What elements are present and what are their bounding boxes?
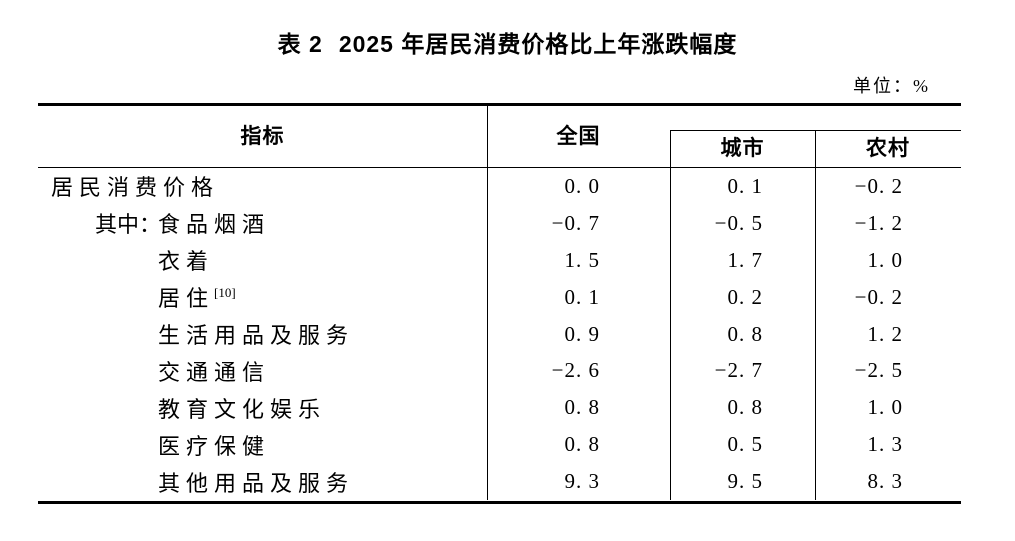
indicator-cell: 生活用品及服务 bbox=[38, 318, 487, 350]
table-row: 生活用品及服务 0. 9 0. 8 1. 2 bbox=[38, 316, 961, 353]
indicator-label: 其他用品及服务 bbox=[158, 470, 355, 496]
table-row: 交通通信 −2. 6 −2. 7 −2. 5 bbox=[38, 352, 961, 389]
value-cell-rural: 1. 0 bbox=[867, 247, 903, 272]
value-cell-urban: 0. 8 bbox=[727, 321, 763, 346]
indicator-label: 居住 bbox=[158, 286, 215, 312]
value-cell-national: 0. 8 bbox=[564, 432, 600, 457]
indicator-cell: 居民消费价格 bbox=[38, 170, 487, 202]
table-row: 其他用品及服务 9. 3 9. 5 8. 3 bbox=[38, 463, 961, 500]
unit-label: 单位：% bbox=[853, 76, 930, 96]
value-cell-urban: −2. 7 bbox=[714, 358, 763, 383]
indicator-label: 交通通信 bbox=[158, 359, 271, 385]
table-body: 居民消费价格 0. 0 0. 1 −0. 2 其中：食品烟酒 −0. 7 −0. 5 −1. … bbox=[38, 168, 961, 500]
value-cell-rural: 1. 3 bbox=[867, 432, 903, 457]
divider-indicator-national bbox=[487, 106, 488, 500]
indicator-cell: 居住[10] bbox=[38, 281, 487, 313]
value-cell-national: 0. 9 bbox=[564, 321, 600, 346]
value-cell-national: −2. 6 bbox=[551, 358, 600, 383]
table-row: 居住[10] 0. 1 0. 2 −0. 2 bbox=[38, 279, 961, 316]
indicator-prefix: 其中： bbox=[95, 212, 162, 238]
indicator-label: 食品烟酒 bbox=[158, 212, 271, 238]
table-title-text: 2025 年居民消费价格比上年涨跌幅度 bbox=[338, 31, 738, 57]
table-row: 其中：食品烟酒 −0. 7 −0. 5 −1. 2 bbox=[38, 205, 961, 242]
value-cell-rural: −1. 2 bbox=[854, 210, 903, 235]
column-header-indicator: 指标 bbox=[240, 125, 285, 148]
value-cell-rural: 1. 2 bbox=[867, 321, 903, 346]
value-cell-urban: 0. 8 bbox=[727, 395, 763, 420]
column-header-rural: 农村 bbox=[866, 137, 910, 160]
value-cell-national: 0. 8 bbox=[564, 395, 600, 420]
value-cell-national: 9. 3 bbox=[564, 469, 600, 494]
table-row: 居民消费价格 0. 0 0. 1 −0. 2 bbox=[38, 168, 961, 205]
table-row: 医疗保健 0. 8 0. 5 1. 3 bbox=[38, 426, 961, 463]
value-cell-urban: 9. 5 bbox=[727, 469, 763, 494]
table-row: 衣着 1. 5 1. 7 1. 0 bbox=[38, 242, 961, 279]
indicator-label: 居民消费价格 bbox=[51, 175, 220, 201]
value-cell-national: 0. 1 bbox=[564, 284, 600, 309]
value-cell-rural: 8. 3 bbox=[867, 469, 903, 494]
indicator-label: 生活用品及服务 bbox=[158, 323, 355, 348]
value-cell-rural: −0. 2 bbox=[854, 284, 903, 309]
value-cell-national: 0. 0 bbox=[564, 173, 600, 198]
value-cell-urban: 0. 5 bbox=[727, 432, 763, 457]
divider-national-urban bbox=[670, 130, 671, 500]
indicator-cell: 其他用品及服务 bbox=[38, 466, 487, 498]
table-row: 教育文化娱乐 0. 8 0. 8 1. 0 bbox=[38, 389, 961, 426]
indicator-cell: 交通通信 bbox=[38, 355, 487, 387]
value-cell-urban: 0. 2 bbox=[727, 284, 763, 309]
indicator-cell: 医疗保健 bbox=[38, 429, 487, 461]
indicator-label: 衣着 bbox=[158, 249, 215, 275]
column-header-urban: 城市 bbox=[720, 137, 765, 160]
value-cell-rural: −0. 2 bbox=[854, 173, 903, 198]
value-cell-urban: −0. 5 bbox=[714, 210, 763, 235]
value-cell-national: 1. 5 bbox=[564, 247, 600, 272]
indicator-cell: 其中：食品烟酒 bbox=[38, 207, 487, 239]
column-header-national: 全国 bbox=[556, 125, 601, 148]
table-title: 表 2 2025 年居民消费价格比上年涨跌幅度 bbox=[0, 30, 1015, 58]
value-cell-urban: 1. 7 bbox=[727, 247, 763, 272]
value-cell-rural: −2. 5 bbox=[854, 358, 903, 383]
table-number: 表 2 bbox=[277, 31, 323, 57]
indicator-cell: 衣着 bbox=[38, 244, 487, 276]
divider-urban-rural bbox=[815, 130, 816, 500]
header-bottom-rule bbox=[38, 167, 961, 168]
cpi-table: 指标 全国 城市 农村 居民消费价格 0. 0 0. 1 −0. 2 其中：食品烟酒 −0… bbox=[38, 103, 961, 504]
indicator-label: 教育文化娱乐 bbox=[158, 396, 327, 422]
footnote-reference: [10] bbox=[214, 285, 236, 301]
indicator-cell: 教育文化娱乐 bbox=[38, 392, 487, 424]
indicator-label: 医疗保健 bbox=[158, 433, 271, 459]
value-cell-urban: 0. 1 bbox=[727, 173, 763, 198]
value-cell-rural: 1. 0 bbox=[867, 395, 903, 420]
value-cell-national: −0. 7 bbox=[551, 210, 600, 235]
subheader-top-rule bbox=[670, 130, 961, 131]
